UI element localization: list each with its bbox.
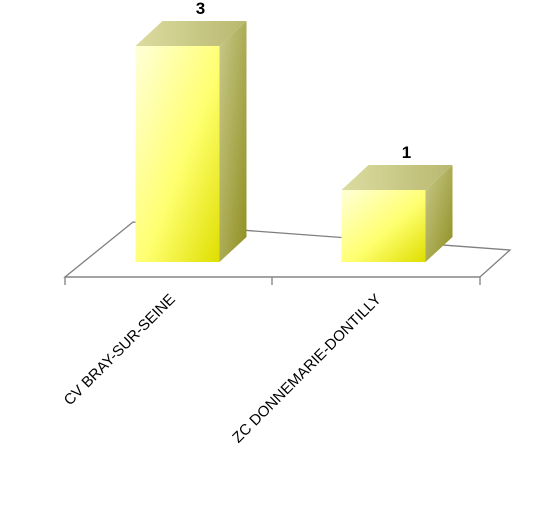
bar-top-face xyxy=(135,21,247,46)
chart-floor xyxy=(63,221,512,285)
bar-side-face xyxy=(425,165,453,262)
category-labels-group: CV BRAY-SUR-SEINE ZC DONNEMARIE-DONTILLY xyxy=(61,291,385,447)
bar-front-face xyxy=(135,46,220,262)
bar-side-face xyxy=(219,21,247,262)
bars-group xyxy=(135,21,453,262)
data-label: 1 xyxy=(402,143,411,162)
bar-1 xyxy=(135,21,247,262)
category-label: CV BRAY-SUR-SEINE xyxy=(61,291,179,409)
category-label: ZC DONNEMARIE-DONTILLY xyxy=(229,291,385,447)
data-label: 3 xyxy=(196,0,205,18)
bar-2 xyxy=(341,165,453,262)
bar-front-face xyxy=(341,190,426,262)
bar-top-face xyxy=(341,165,453,190)
data-labels-group: 31 xyxy=(196,0,411,162)
